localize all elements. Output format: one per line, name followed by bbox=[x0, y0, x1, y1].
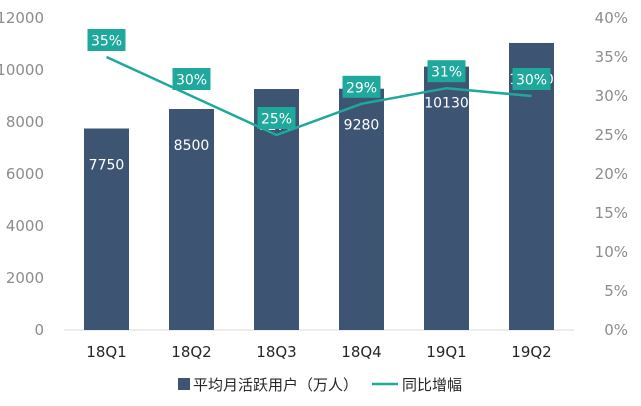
bar-value-label: 9280 bbox=[344, 118, 380, 134]
bar-value-label: 10130 bbox=[424, 96, 469, 112]
left-axis-tick-label: 2000 bbox=[6, 269, 44, 287]
left-axis-tick-label: 10000 bbox=[0, 61, 44, 79]
legend: 平均月活跃用户（万人） 同比增幅 bbox=[178, 376, 462, 394]
right-axis-tick-label: 5% bbox=[604, 282, 628, 300]
left-axis-tick-label: 6000 bbox=[6, 165, 44, 183]
line-series: 35% 30% 25% 29% 31% 30% bbox=[87, 29, 551, 137]
right-axis-tick-label: 25% bbox=[595, 126, 628, 144]
point-label-box bbox=[172, 68, 211, 90]
left-axis-tick-label: 4000 bbox=[6, 217, 44, 235]
point-label-box bbox=[257, 107, 296, 129]
x-axis: 18Q1 18Q2 18Q3 18Q4 19Q1 19Q2 bbox=[86, 343, 551, 361]
bar bbox=[169, 109, 214, 330]
legend-bar-label: 平均月活跃用户（万人） bbox=[193, 376, 358, 394]
right-axis-tick-label: 0% bbox=[604, 321, 628, 339]
category-label: 18Q2 bbox=[171, 343, 211, 361]
legend-line-label: 同比增幅 bbox=[402, 376, 462, 394]
point-label-box bbox=[512, 68, 551, 90]
bar-value-label: 7750 bbox=[89, 158, 125, 174]
point-value-label: 25% bbox=[261, 112, 292, 128]
bar bbox=[509, 42, 554, 331]
category-label: 19Q1 bbox=[426, 343, 466, 361]
point-label-box bbox=[427, 60, 466, 83]
point-label-box bbox=[342, 75, 381, 98]
category-label: 18Q4 bbox=[341, 343, 381, 361]
right-axis-tick-label: 20% bbox=[595, 165, 628, 183]
right-axis-tick-label: 10% bbox=[595, 243, 628, 261]
bar bbox=[84, 128, 129, 330]
right-axis-tick-label: 30% bbox=[595, 87, 628, 105]
point-value-label: 30% bbox=[516, 73, 547, 89]
left-axis-tick-label: 8000 bbox=[6, 113, 44, 131]
left-axis: 0 2000 4000 6000 8000 10000 12000 bbox=[0, 9, 574, 339]
category-label: 18Q1 bbox=[86, 343, 126, 361]
point-value-label: 30% bbox=[176, 73, 207, 89]
left-axis-tick-label: 12000 bbox=[0, 9, 44, 27]
right-axis-tick-label: 35% bbox=[595, 48, 628, 66]
right-axis-tick-label: 15% bbox=[595, 204, 628, 222]
legend-bar-swatch bbox=[178, 378, 190, 390]
bar-series: 77508500927092801013011040 bbox=[84, 42, 554, 331]
category-label: 19Q2 bbox=[511, 343, 551, 361]
left-axis-tick-label: 0 bbox=[34, 321, 44, 339]
point-value-label: 35% bbox=[91, 34, 122, 50]
bar bbox=[424, 66, 469, 331]
bar bbox=[339, 88, 384, 330]
point-label-box bbox=[87, 29, 126, 51]
point-value-label: 29% bbox=[346, 80, 377, 96]
right-axis: 0% 5% 10% 15% 20% 25% 30% 35% 40% bbox=[595, 9, 628, 339]
bar-value-label: 8500 bbox=[174, 138, 210, 154]
category-label: 18Q3 bbox=[256, 343, 296, 361]
right-axis-tick-label: 40% bbox=[595, 9, 628, 27]
point-value-label: 31% bbox=[431, 65, 462, 81]
